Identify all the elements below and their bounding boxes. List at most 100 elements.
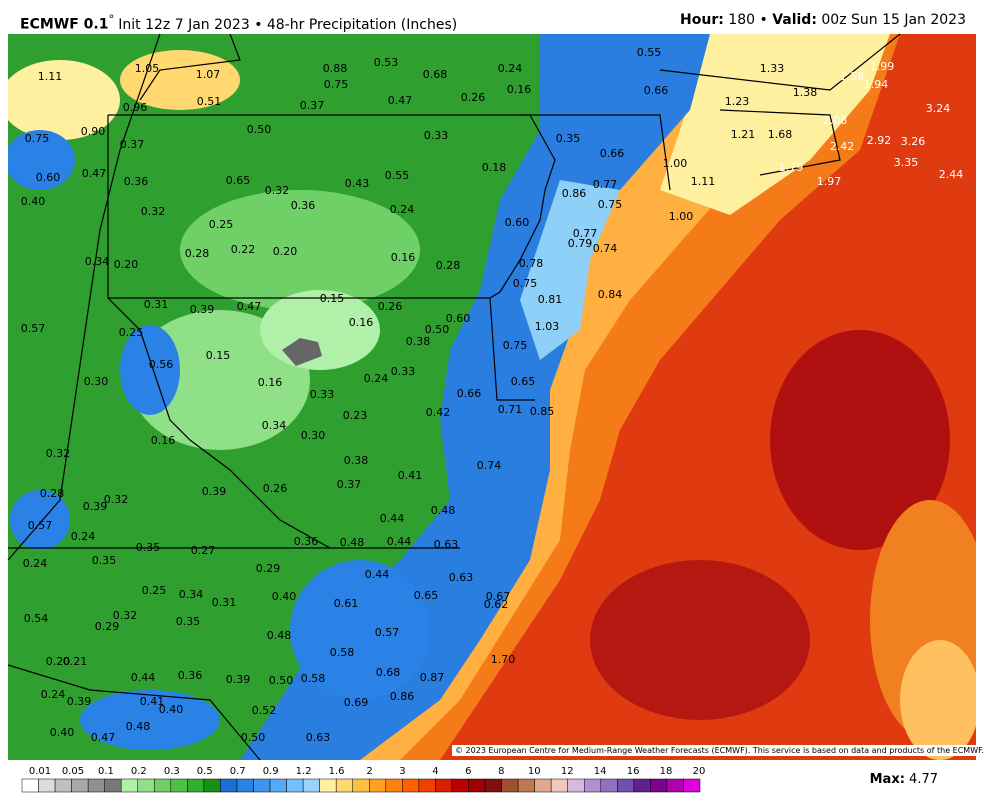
precip-label: 0.27: [191, 544, 216, 557]
colorbar-label: 4: [432, 766, 438, 777]
precip-label: 0.68: [376, 666, 401, 679]
precip-label: 0.53: [374, 56, 399, 69]
precip-label: 2.08: [823, 114, 848, 127]
precip-label: 0.58: [330, 646, 355, 659]
map-labels: 1.11 1.05 1.07 0.88 0.53 0.68 0.24 0.55 1.33 1.58…: [21, 46, 964, 744]
precip-label: 0.96: [123, 101, 148, 114]
precip-label: 0.44: [387, 535, 412, 548]
colorbar-label: 12: [561, 766, 574, 777]
colorbar-label: 14: [594, 766, 607, 777]
precip-label: 0.44: [365, 568, 390, 581]
precip-label: 1.07: [196, 68, 221, 81]
precip-label: 3.26: [901, 135, 926, 148]
precip-label: 0.32: [113, 609, 138, 622]
precip-label: 0.35: [92, 554, 117, 567]
precip-label: 0.24: [498, 62, 523, 75]
precip-label: 0.20: [273, 245, 298, 258]
precip-label: 1.94: [864, 78, 889, 91]
precip-label: 0.66: [644, 84, 669, 97]
precip-label: 0.85: [530, 405, 555, 418]
precip-label: 1.11: [691, 175, 716, 188]
colorbar-cell: [617, 778, 635, 793]
precip-field: [8, 34, 976, 760]
precip-label: 0.32: [265, 184, 290, 197]
precip-label: 0.25: [119, 326, 144, 339]
precip-label: 0.24: [23, 557, 48, 570]
colorbar-label: 0.7: [230, 766, 246, 777]
precip-label: 0.74: [593, 242, 618, 255]
separator: •: [759, 12, 768, 28]
precip-label: 0.77: [573, 227, 598, 240]
colorbar-label: 0.3: [164, 766, 180, 777]
colorbar-label: 0.9: [263, 766, 279, 777]
precip-label: 0.21: [63, 655, 88, 668]
precip-label: 1.58: [840, 70, 865, 83]
precip-label: 0.75: [503, 339, 528, 352]
precip-label: 0.40: [272, 590, 297, 603]
precip-label: 0.24: [41, 688, 66, 701]
precip-label: 0.75: [513, 277, 538, 290]
precip-label: 0.30: [84, 375, 109, 388]
precip-label: 0.20: [114, 258, 139, 271]
precip-label: 0.20: [46, 655, 71, 668]
colorbar-label: 1.2: [296, 766, 312, 777]
colorbar-label: 20: [693, 766, 706, 777]
precip-label: 0.66: [600, 147, 625, 160]
precip-label: 0.79: [568, 237, 593, 250]
precip-label: 0.32: [104, 493, 129, 506]
precip-label: 0.77: [593, 178, 618, 191]
precip-label: 0.60: [446, 312, 471, 325]
precip-label: 0.68: [423, 68, 448, 81]
precip-label: 0.47: [91, 731, 116, 744]
precip-label: 0.48: [267, 629, 292, 642]
precip-label: 0.16: [507, 83, 532, 96]
precip-label: 1.21: [731, 128, 756, 141]
precip-label: 0.31: [144, 298, 169, 311]
header-left: ECMWF 0.1° Init 12z 7 Jan 2023 • 48-hr Pr…: [20, 12, 457, 33]
precip-label: 0.84: [598, 288, 623, 301]
precip-label: 0.63: [434, 538, 459, 551]
colorbar-label: 0.05: [62, 766, 84, 777]
precip-label: 0.55: [385, 169, 410, 182]
precip-label: 0.55: [637, 46, 662, 59]
precip-label: 0.31: [212, 596, 237, 609]
precip-label: 0.61: [334, 597, 359, 610]
precip-label: 0.37: [120, 138, 145, 151]
colorbar-cell: [468, 778, 486, 793]
precip-label: 3.35: [894, 156, 919, 169]
precip-label: 0.50: [425, 323, 450, 336]
colorbar-label: 0.2: [131, 766, 147, 777]
colorbar-cell: [286, 778, 304, 793]
precip-label: 0.15: [320, 292, 345, 305]
precip-label: 0.48: [126, 720, 151, 733]
colorbar-label: 2: [366, 766, 372, 777]
precip-label: 0.57: [375, 626, 400, 639]
colorbar-cell: [154, 778, 172, 793]
colorbar-cell: [137, 778, 155, 793]
hour: 180: [728, 12, 756, 28]
precip-label: 1.23: [725, 95, 750, 108]
precip-label: 0.33: [391, 365, 416, 378]
precip-label: 0.47: [237, 300, 262, 313]
precip-label: 0.65: [511, 375, 536, 388]
state-borders: [7, 33, 901, 761]
precip-label: 0.35: [136, 541, 161, 554]
colorbar-cell: [385, 778, 403, 793]
precip-label: 0.88: [323, 62, 348, 75]
precip-label: 0.40: [159, 703, 184, 716]
precip-label: 0.36: [291, 199, 316, 212]
precip-label: 0.81: [538, 293, 563, 306]
precip-label: 0.75: [324, 78, 349, 91]
precip-label: 0.38: [406, 335, 431, 348]
precip-label: 0.63: [449, 571, 474, 584]
precip-label: 0.34: [85, 255, 110, 268]
precip-label: 0.29: [95, 620, 120, 633]
colorbar-cell: [650, 778, 668, 793]
precip-label: 0.25: [142, 584, 167, 597]
colorbar-cell: [38, 778, 56, 793]
precip-label: 1.38: [793, 86, 818, 99]
precip-label: 0.66: [457, 387, 482, 400]
precip-label: 1.70: [491, 653, 516, 666]
max-label: Max:: [869, 772, 905, 787]
